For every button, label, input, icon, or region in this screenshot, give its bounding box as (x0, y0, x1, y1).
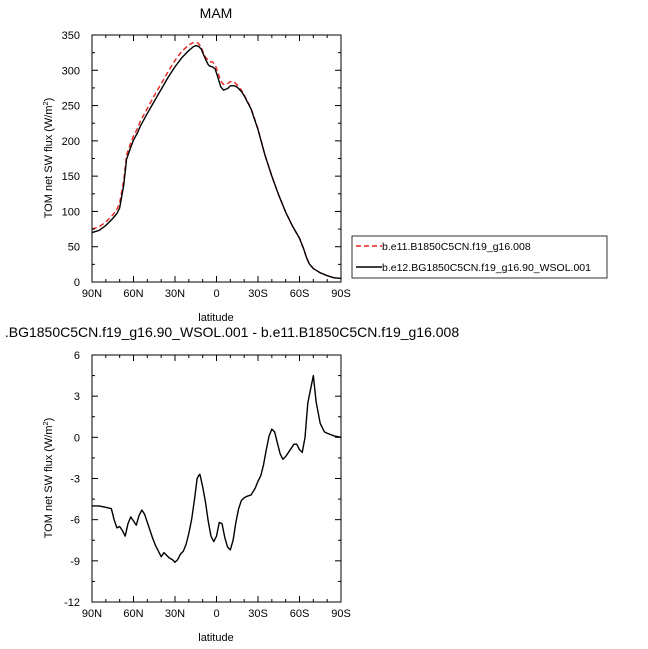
bottom-y-tick-label: -12 (64, 597, 80, 609)
bottom-x-tick-label: 30S (248, 608, 268, 620)
top-axes: 90N 60N 30N 0 30S 60S 90S 0 50 100 150 200 250 300 350 (62, 30, 351, 300)
bottom-panel: .BG1850C5CN.f19_g16.90_WSOL.001 - b.e11.… (5, 324, 459, 644)
top-x-tick-label: 90S (331, 288, 351, 300)
legend-box (351, 235, 608, 279)
bottom-plot-frame (91, 354, 342, 603)
bottom-chart-title: .BG1850C5CN.f19_g16.90_WSOL.001 - b.e11.… (5, 324, 459, 340)
top-series-line-1 (91, 41, 342, 280)
top-x-axis-title: latitude (198, 312, 233, 324)
top-chart-title: MAM (200, 5, 233, 21)
top-y-tick-label: 350 (62, 30, 80, 42)
top-x-tick-label: 0 (213, 288, 219, 300)
bottom-x-tick-label: 0 (213, 608, 219, 620)
top-x-tick-label: 60N (123, 288, 143, 300)
bottom-x-tick-label: 90N (82, 608, 102, 620)
top-panel: MAM 90N 60N 30N 0 30S 60S 90S 0 50 100 150 200 250 30… (41, 5, 351, 324)
bottom-y-tick-label: -6 (70, 515, 80, 527)
top-y-tick-label: 200 (62, 136, 80, 148)
bottom-x-tick-label: 30N (165, 608, 185, 620)
top-y-tick-label: 0 (74, 277, 80, 289)
bottom-y-tick-label: 6 (74, 350, 80, 362)
legend: b.e11.B1850C5CN.f19_g16.008 b.e12.BG1850… (351, 235, 608, 279)
top-x-tick-label: 60S (290, 288, 310, 300)
top-y-axis-title: TOM net SW flux (W/m2) (41, 98, 55, 219)
top-y-tick-label: 50 (68, 242, 80, 254)
top-x-tick-label: 30S (248, 288, 268, 300)
bottom-x-tick-label: 60N (123, 608, 143, 620)
bottom-axes: 90N 60N 30N 0 30S 60S 90S -12 -9 -6 -3 0 3 6 (64, 350, 351, 620)
top-series-line-2 (91, 44, 342, 280)
top-series-group (91, 41, 342, 280)
bottom-series-group (92, 374, 342, 563)
top-y-tick-label: 150 (62, 171, 80, 183)
bottom-y-tick-label: -9 (70, 556, 80, 568)
top-x-tick-label: 90N (82, 288, 102, 300)
legend-label-series-2: b.e12.BG1850C5CN.f19_g16.90_WSOL.001 (382, 262, 591, 274)
bottom-y-axis-title: TOM net SW flux (W/m2) (41, 418, 55, 539)
top-x-tick-label: 30N (165, 288, 185, 300)
bottom-y-tick-label: 0 (74, 432, 80, 444)
bottom-y-tick-label: 3 (74, 391, 80, 403)
bottom-y-tick-label: -3 (70, 474, 80, 486)
bottom-series-line-1 (92, 374, 342, 563)
top-y-tick-label: 250 (62, 101, 80, 113)
bottom-x-axis-title: latitude (198, 632, 233, 644)
top-y-tick-label: 100 (62, 206, 80, 218)
top-y-tick-label: 300 (62, 65, 80, 77)
legend-label-series-1: b.e11.B1850C5CN.f19_g16.008 (382, 241, 531, 253)
bottom-x-tick-label: 90S (331, 608, 351, 620)
bottom-x-tick-label: 60S (290, 608, 310, 620)
